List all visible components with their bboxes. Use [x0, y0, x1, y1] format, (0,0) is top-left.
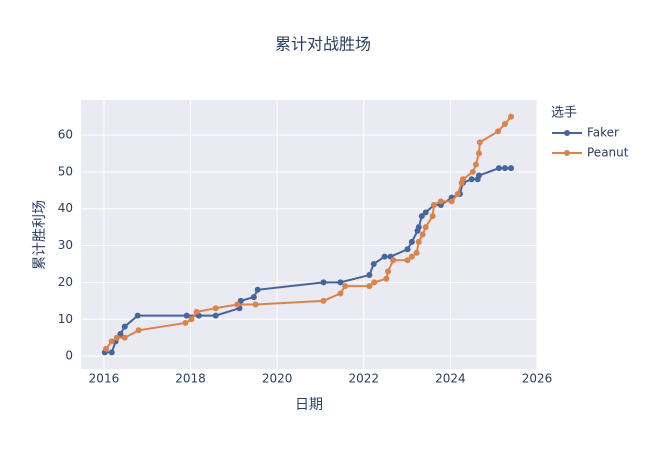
data-point [430, 202, 437, 209]
data-point [419, 231, 426, 238]
data-point [404, 257, 411, 264]
data-point [383, 275, 390, 282]
data-point [366, 283, 373, 290]
data-point [459, 176, 466, 183]
data-point [476, 139, 483, 146]
y-tick-label: 30 [58, 238, 73, 252]
x-tick-label: 2024 [435, 372, 466, 386]
data-point [103, 345, 110, 352]
data-point [413, 249, 420, 256]
x-axis-title: 日期 [295, 397, 323, 413]
data-point [454, 190, 461, 197]
y-tick-label: 0 [65, 349, 73, 363]
x-tick-label: 2018 [175, 372, 206, 386]
data-point [429, 213, 436, 220]
data-point [437, 198, 444, 205]
data-point [250, 294, 257, 301]
data-point [408, 238, 415, 245]
data-point [495, 128, 502, 135]
data-point [108, 349, 115, 356]
legend-label: Faker [587, 126, 619, 140]
y-tick-label: 40 [58, 201, 73, 215]
data-point [121, 323, 128, 330]
data-point [415, 224, 422, 231]
data-point [134, 312, 141, 319]
data-point [390, 257, 397, 264]
data-point [408, 253, 415, 260]
legend-marker [564, 130, 570, 136]
data-point [193, 308, 200, 315]
data-point [469, 168, 476, 175]
data-point [183, 312, 190, 319]
data-point [472, 161, 479, 168]
data-point [422, 224, 429, 231]
data-point [501, 120, 508, 127]
x-tick-label: 2020 [262, 372, 293, 386]
data-point [113, 334, 120, 341]
y-tick-label: 50 [58, 164, 73, 178]
data-point [212, 305, 219, 312]
x-tick-label: 2016 [89, 372, 120, 386]
data-point [495, 165, 502, 172]
data-point [320, 279, 327, 286]
data-point [337, 279, 344, 286]
data-point [422, 209, 429, 216]
data-point [468, 176, 475, 183]
data-point [501, 165, 508, 172]
y-tick-label: 20 [58, 275, 73, 289]
data-point [404, 246, 411, 253]
data-point [320, 297, 327, 304]
data-point [508, 113, 515, 120]
x-tick-label: 2026 [522, 372, 553, 386]
data-point [135, 327, 142, 334]
data-point [212, 312, 219, 319]
data-point [121, 334, 128, 341]
y-tick-label: 10 [58, 312, 73, 326]
data-point [108, 338, 115, 345]
y-axis-title: 累计胜利场 [32, 200, 48, 270]
plot-area [81, 100, 537, 369]
data-point [234, 301, 241, 308]
data-point [188, 316, 195, 323]
data-point [475, 172, 482, 179]
data-point [342, 283, 349, 290]
data-point [337, 290, 344, 297]
legend-title: 选手 [551, 106, 577, 121]
data-point [508, 165, 515, 172]
data-point [182, 319, 189, 326]
y-tick-label: 60 [58, 128, 73, 142]
data-point [254, 286, 261, 293]
legend-marker [564, 150, 570, 156]
data-point [366, 272, 373, 279]
legend-label: Peanut [587, 146, 629, 160]
data-point [381, 253, 388, 260]
data-point [371, 279, 378, 286]
data-point [418, 213, 425, 220]
data-point [370, 260, 377, 267]
data-point [415, 238, 422, 245]
x-tick-label: 2022 [349, 372, 380, 386]
chart-title: 累计对战胜场 [275, 35, 371, 54]
data-point [252, 301, 259, 308]
data-point [385, 268, 392, 275]
data-point [475, 150, 482, 157]
data-point [448, 198, 455, 205]
